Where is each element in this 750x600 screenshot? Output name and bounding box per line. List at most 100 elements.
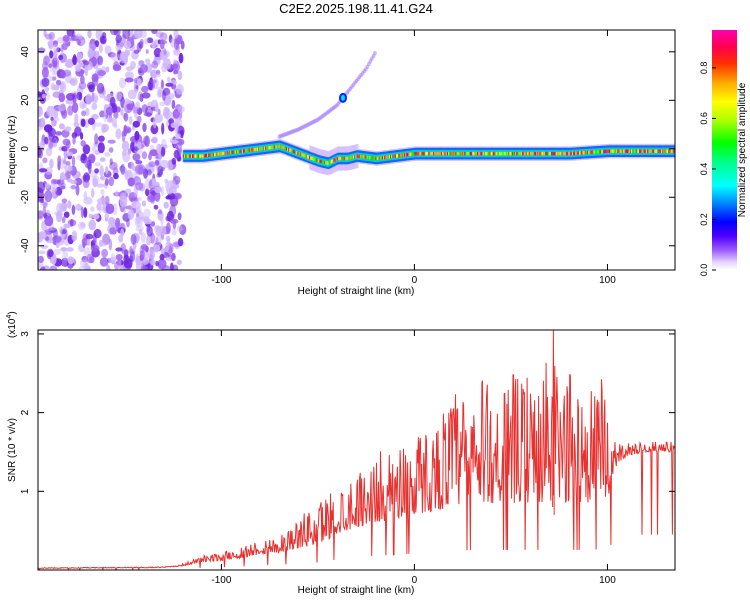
noise-blob <box>154 159 160 166</box>
snr-scale-exponent: 4 <box>6 315 13 319</box>
spectrogram-cell <box>450 151 453 156</box>
spectrogram-cell <box>539 151 542 156</box>
spectrogram-cell <box>547 151 550 156</box>
spectrogram-cell <box>358 154 361 159</box>
spectrogram-cell <box>375 156 378 161</box>
noise-blob <box>94 168 99 174</box>
spectrogram-cell <box>410 152 414 156</box>
spectrogram-cell <box>253 147 256 152</box>
snr-scale-suffix: ) <box>7 311 18 314</box>
spectrogram-cell <box>364 155 367 159</box>
spectrogram-cell <box>464 151 467 156</box>
noise-blob <box>67 151 73 156</box>
noise-blob <box>137 141 142 149</box>
spectrogram-cell <box>236 150 239 154</box>
spectrogram-cell <box>245 148 248 153</box>
noise-blob <box>103 111 107 123</box>
spectrogram-cell <box>392 154 395 159</box>
spectrogram-cell <box>424 151 427 156</box>
noise-blob <box>88 219 96 231</box>
noise-blob <box>62 249 69 261</box>
noise-blob <box>71 230 78 242</box>
spectrogram-cell <box>251 148 254 152</box>
noise-blob <box>82 241 86 249</box>
noise-blob <box>43 30 47 37</box>
noise-blob <box>66 247 74 252</box>
spectrogram-cell <box>621 149 624 153</box>
noise-blob <box>124 77 134 83</box>
spectrogram-cell <box>281 145 284 149</box>
spectrogram-cell <box>494 151 497 156</box>
noise-blob <box>59 174 67 181</box>
spectrogram-cell <box>582 151 585 155</box>
noise-blob <box>45 33 53 40</box>
noise-blob <box>141 104 148 113</box>
noise-blob <box>154 103 159 113</box>
noise-blob <box>160 248 165 255</box>
noise-blob <box>140 243 148 251</box>
spectrogram-cell <box>267 146 270 150</box>
spectrogram-cell <box>255 147 258 151</box>
spectrogram-cell <box>522 151 525 156</box>
noise-blob <box>53 49 58 59</box>
spectrogram-cell <box>273 145 276 149</box>
noise-blob <box>135 160 143 165</box>
noise-blob <box>60 185 66 190</box>
noise-blob <box>148 248 156 260</box>
noise-blob <box>151 136 158 144</box>
noise-blob <box>169 204 177 217</box>
noise-blob <box>125 71 134 80</box>
noise-blob <box>109 227 116 235</box>
colorbar-gradient <box>712 30 737 270</box>
spectrogram-cell <box>524 151 527 156</box>
noise-blob <box>137 78 142 86</box>
noise-blob <box>82 144 91 155</box>
spectrogram-cell <box>339 156 342 161</box>
noise-blob <box>177 212 182 221</box>
noise-blob <box>78 81 87 90</box>
noise-blob <box>151 60 159 69</box>
spectrogram-cell <box>219 152 222 156</box>
noise-blob <box>154 186 163 194</box>
spectrogram-cell <box>377 156 380 160</box>
spectrogram-cell <box>641 149 644 153</box>
spectrogram-cell <box>569 151 572 156</box>
spectrogram-cell <box>627 149 630 153</box>
snr-scale-label: (x104) <box>6 311 18 338</box>
noise-blob <box>115 217 121 229</box>
noise-blob <box>141 151 148 160</box>
noise-blob <box>175 84 184 95</box>
spectrogram-cell <box>441 151 444 156</box>
noise-blob <box>44 182 50 189</box>
spectrogram-cell <box>663 149 666 153</box>
noise-blob <box>122 30 131 39</box>
snr-xtick-label: -100 <box>211 575 231 586</box>
noise-blob <box>118 77 127 89</box>
noise-blob <box>61 146 68 152</box>
spectrogram-cell <box>617 149 620 153</box>
spectrogram-cell <box>544 151 547 156</box>
spectrogram-cell <box>369 156 372 160</box>
spectrogram-cell <box>460 151 463 156</box>
spectrogram-cell <box>391 154 394 159</box>
noise-blob <box>80 75 85 84</box>
noise-blob <box>161 122 165 135</box>
spectrogram-cell <box>218 152 221 156</box>
noise-blob <box>175 133 181 138</box>
noise-blob <box>142 122 147 133</box>
spectrogram-cell <box>466 151 469 156</box>
spectrogram-cell <box>342 156 345 161</box>
noise-blob <box>38 168 48 173</box>
spectrogram-cell <box>486 151 489 156</box>
noise-blob <box>93 213 100 220</box>
noise-blob <box>61 198 68 203</box>
spectrogram-cell <box>574 151 577 155</box>
spectrogram-cell <box>247 148 250 152</box>
spectrogram-cell <box>183 154 187 158</box>
noise-blob <box>65 93 75 101</box>
noise-blob <box>172 264 179 270</box>
spectrogram-cell <box>334 158 337 162</box>
noise-blob <box>38 210 44 219</box>
noise-blob <box>132 153 141 162</box>
